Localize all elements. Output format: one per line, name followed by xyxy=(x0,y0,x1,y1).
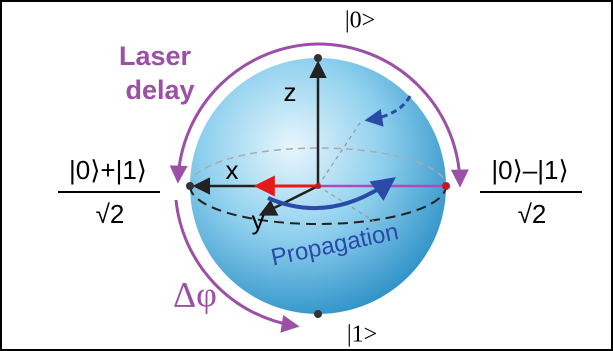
left-denominator: √2 xyxy=(96,199,125,229)
bloch-diagram: |0> |1> Laser delay z x y |0⟩+|1⟩ √2 |0⟩… xyxy=(0,0,613,351)
pole xyxy=(314,310,322,318)
right-numerator: |0⟩–|1⟩ xyxy=(491,155,568,185)
pole xyxy=(314,54,322,62)
axis-label: z xyxy=(284,77,297,107)
right-denominator: √2 xyxy=(518,199,547,229)
axis-label: x xyxy=(226,155,239,185)
bottom-state: |1> xyxy=(347,322,377,348)
point xyxy=(186,182,194,190)
origin xyxy=(315,183,321,189)
laser-label: delay xyxy=(125,75,194,105)
point xyxy=(442,182,450,190)
laser-label: Laser xyxy=(119,41,192,71)
phase-label: Δφ xyxy=(173,274,217,314)
left-numerator: |0⟩+|1⟩ xyxy=(69,155,147,185)
axis-label: y xyxy=(252,205,265,235)
top-state: |0> xyxy=(345,8,375,34)
